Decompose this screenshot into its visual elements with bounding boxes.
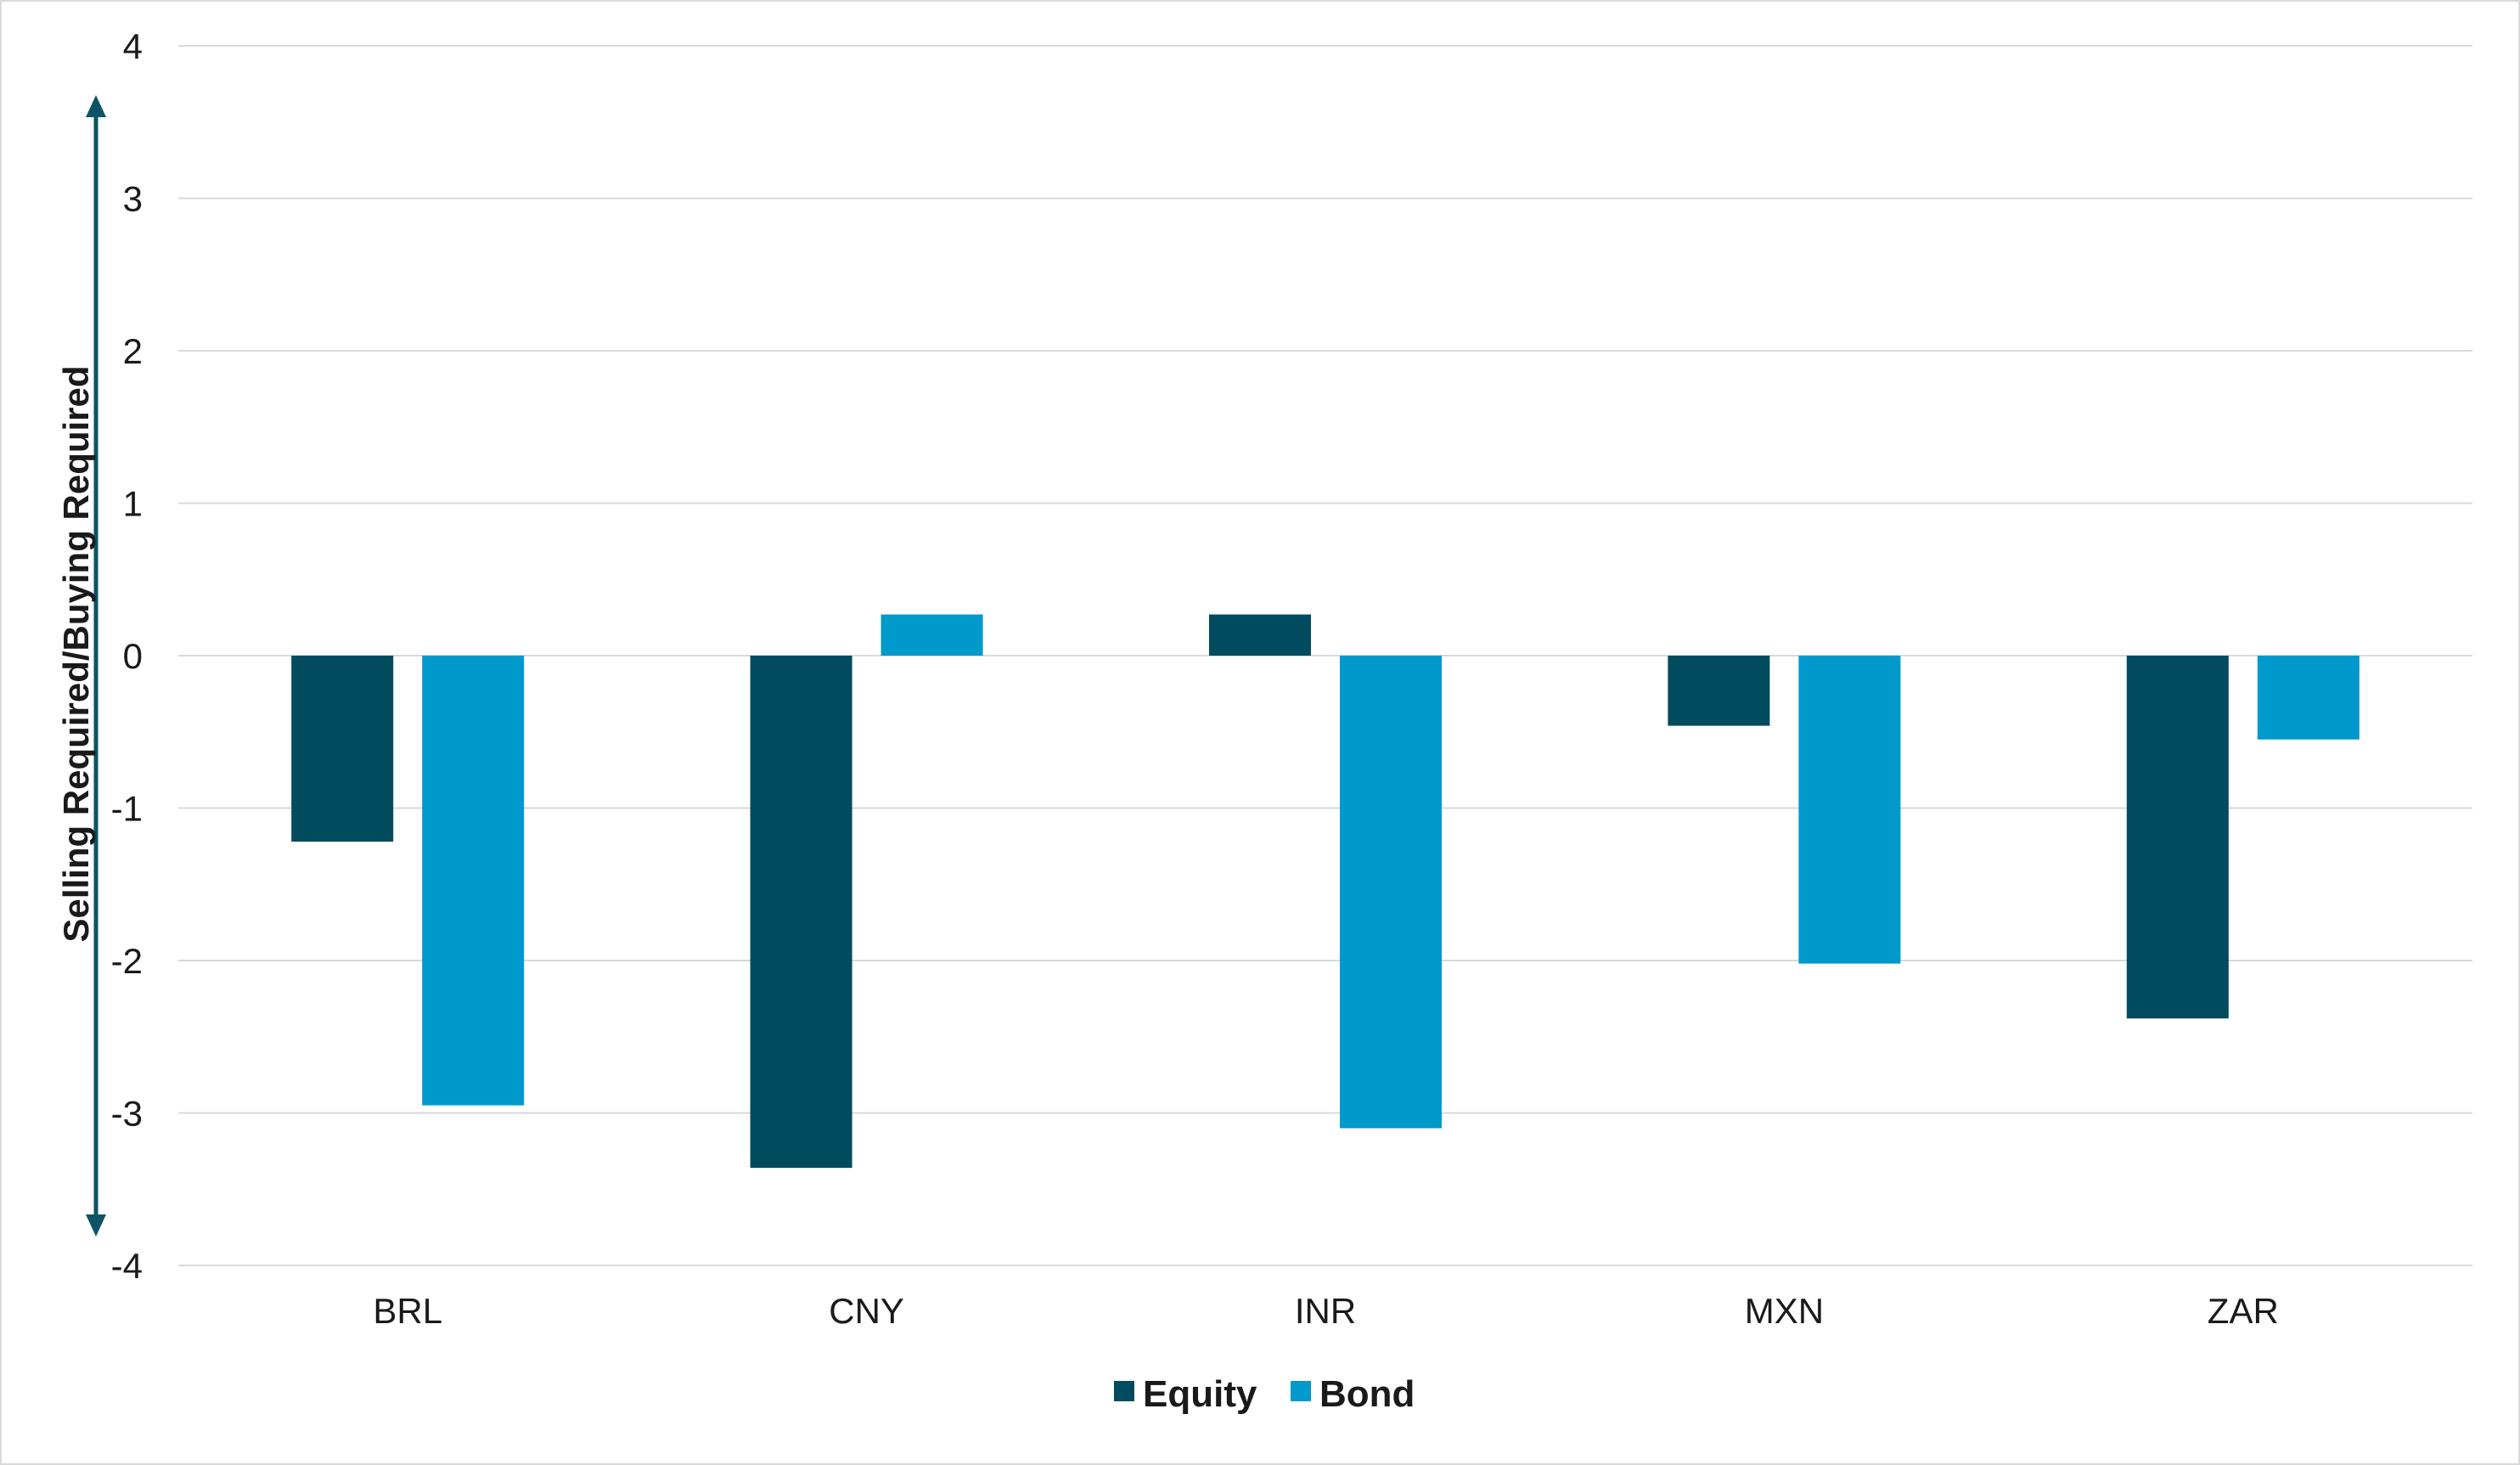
- bar-equity-mxn: [1668, 656, 1770, 726]
- y-tick-label: -3: [111, 1094, 143, 1134]
- bar-equity-zar: [2126, 656, 2229, 1019]
- arrow-down-icon: [86, 1214, 106, 1237]
- bar-bond-mxn: [1798, 656, 1901, 964]
- gridlines: [178, 45, 2472, 1266]
- x-tick-label: CNY: [829, 1291, 904, 1331]
- x-tick-label: MXN: [1745, 1291, 1824, 1331]
- bar-bond-zar: [2257, 656, 2360, 740]
- y-tick-label: -1: [111, 789, 143, 829]
- legend: Equity Bond: [1114, 1373, 1415, 1415]
- y-tick-label: 0: [123, 636, 143, 676]
- y-axis-double-arrow: [86, 95, 106, 1237]
- bar-bond-inr: [1340, 656, 1442, 1129]
- bar-bond-cny: [880, 614, 983, 656]
- bars: [291, 614, 2360, 1169]
- y-axis-label: Selling Required/Buying Required: [56, 365, 96, 942]
- y-tick-label: 1: [123, 484, 143, 524]
- legend-label-equity: Equity: [1143, 1373, 1257, 1415]
- legend-label-bond: Bond: [1319, 1373, 1415, 1415]
- legend-swatch-equity: [1114, 1381, 1134, 1401]
- x-tick-label: INR: [1295, 1291, 1356, 1331]
- y-tick-label: 4: [123, 26, 143, 66]
- y-tick-label: 3: [123, 179, 143, 219]
- bar-equity-cny: [750, 656, 852, 1169]
- x-tick-label: BRL: [373, 1291, 442, 1331]
- x-axis-ticks: BRL CNY INR MXN ZAR: [373, 1291, 2278, 1331]
- x-tick-label: ZAR: [2208, 1291, 2279, 1331]
- y-tick-label: 2: [123, 331, 143, 371]
- bar-bond-brl: [422, 656, 525, 1106]
- legend-swatch-bond: [1291, 1381, 1311, 1401]
- y-tick-label: -2: [111, 941, 143, 981]
- bar-equity-brl: [291, 656, 394, 842]
- y-axis-ticks: 4 3 2 1 0 -1 -2 -3 -4: [111, 26, 143, 1286]
- y-tick-label: -4: [111, 1246, 143, 1286]
- arrow-up-icon: [86, 95, 106, 117]
- bar-equity-inr: [1209, 614, 1311, 656]
